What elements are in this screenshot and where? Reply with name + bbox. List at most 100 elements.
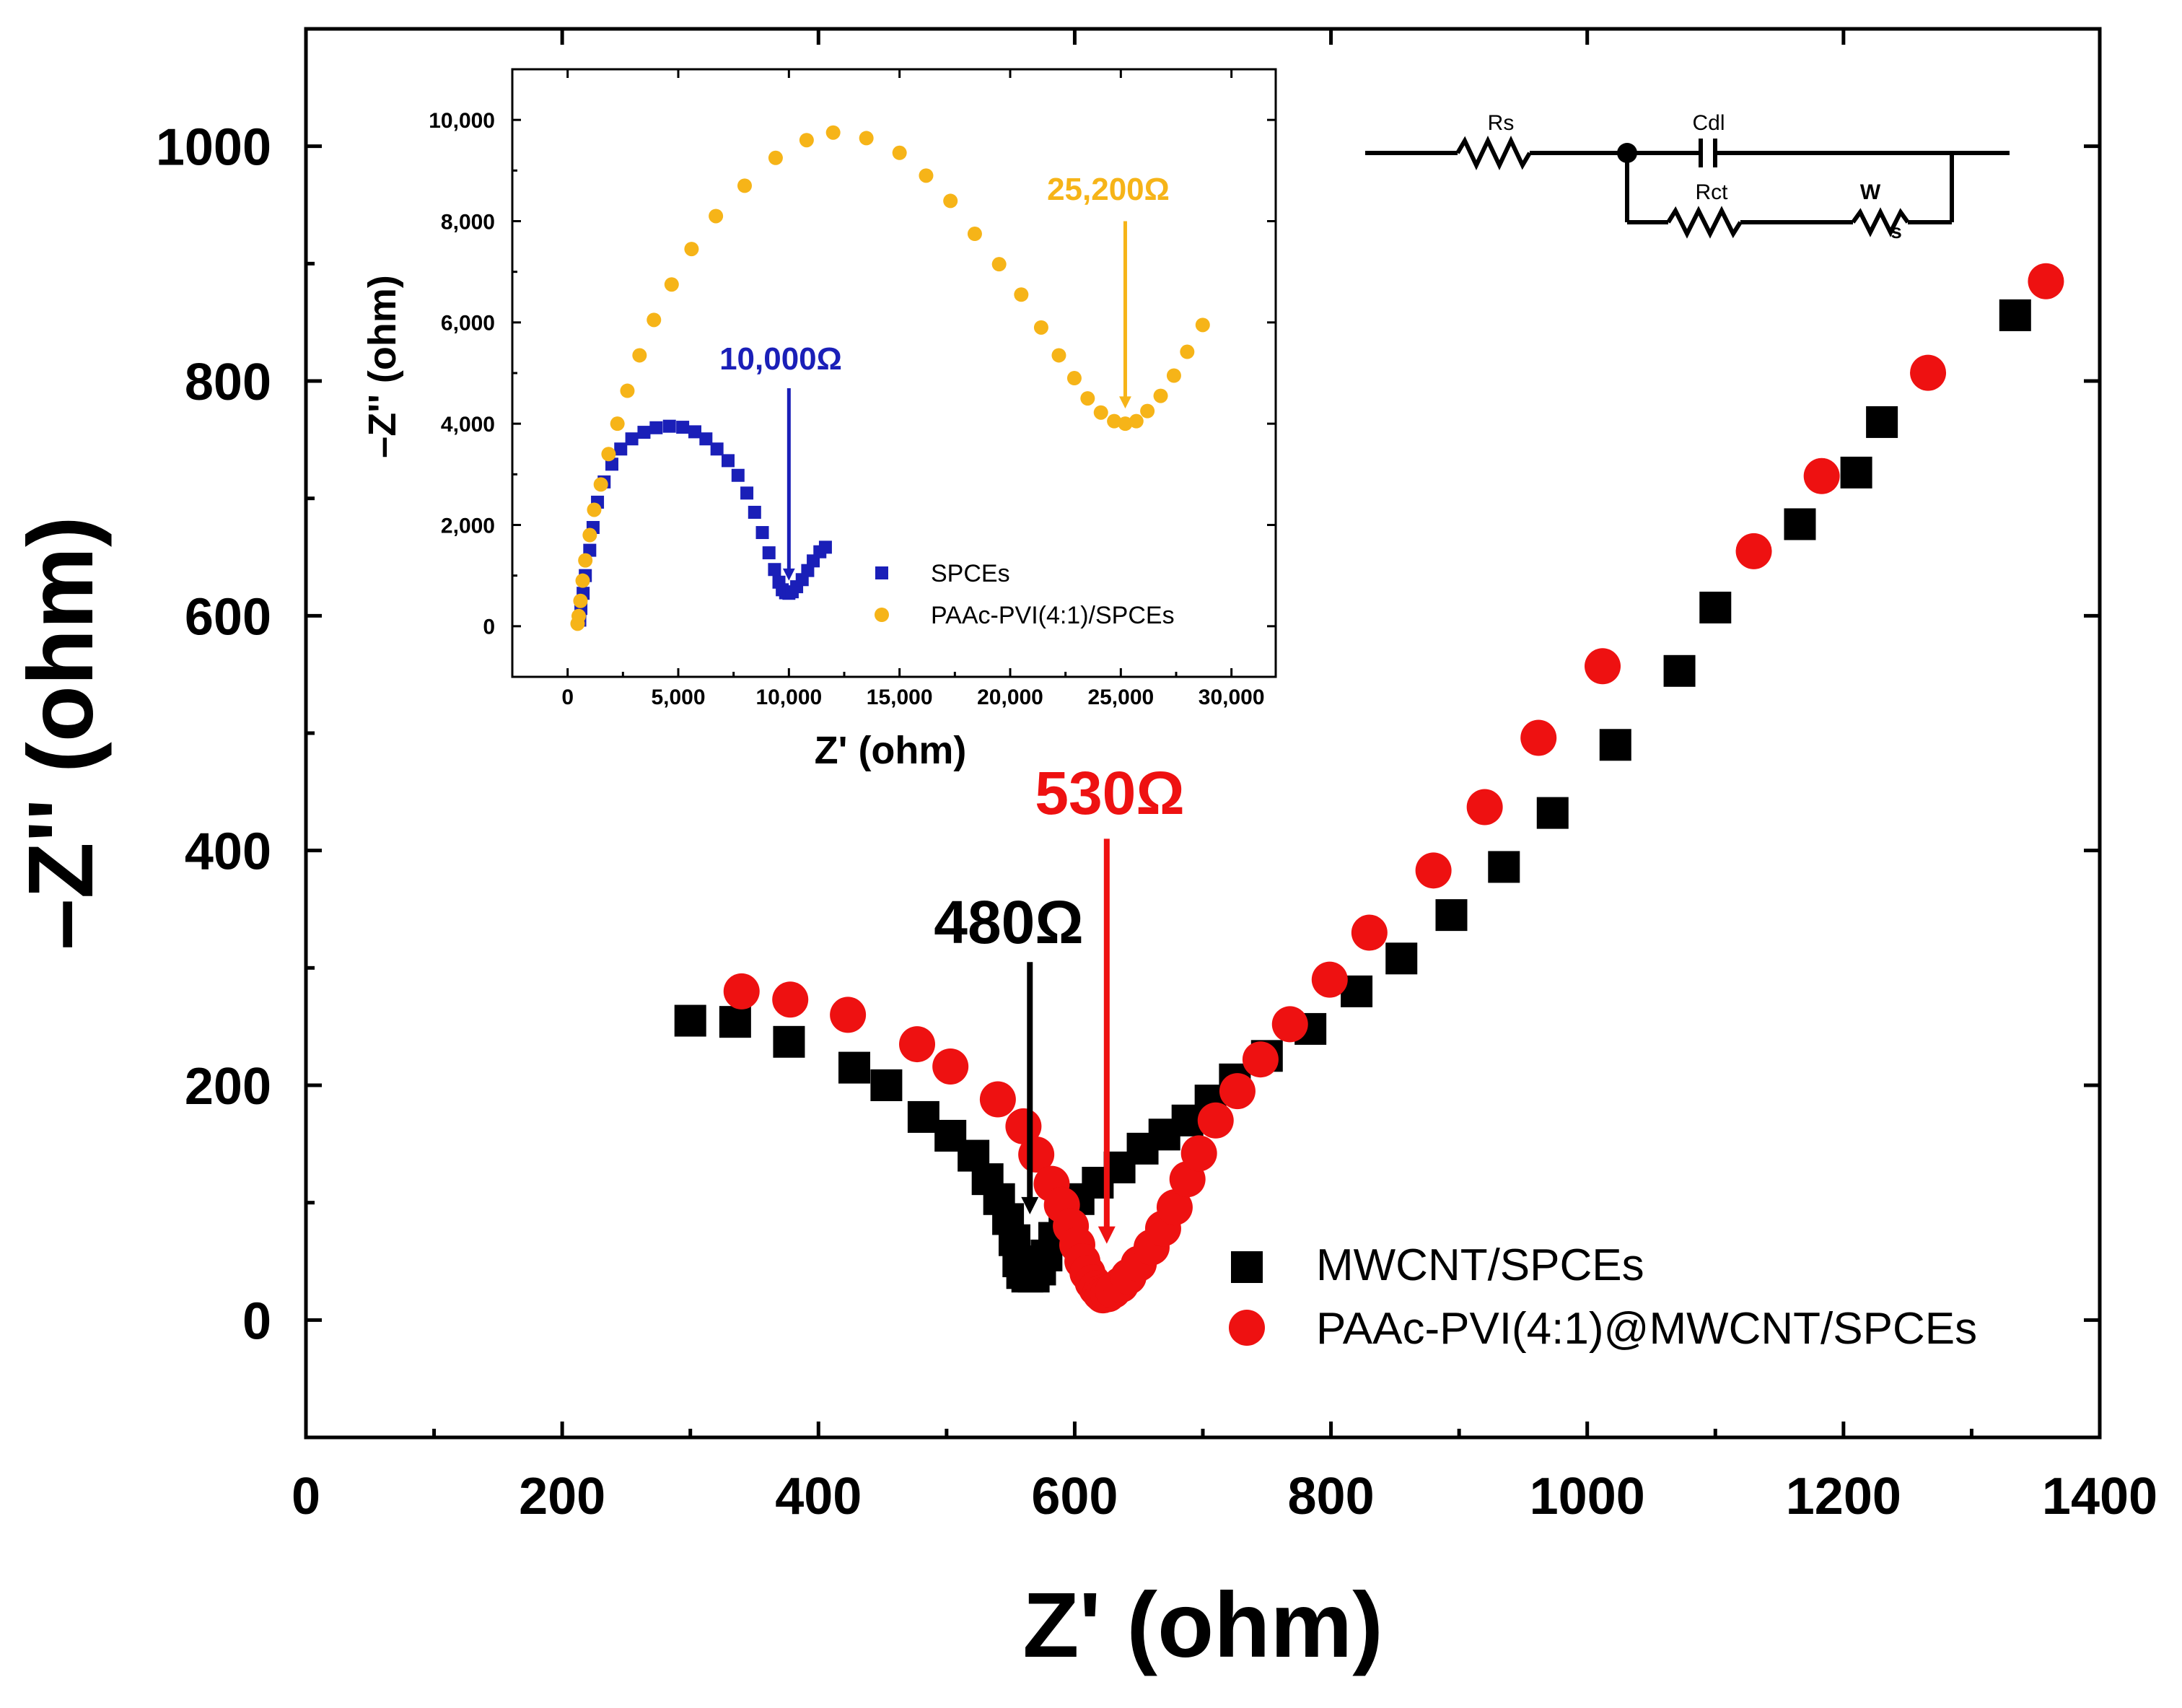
main-point-circle bbox=[1803, 457, 1840, 494]
annotation-10000: 10,000Ω bbox=[719, 341, 842, 377]
main-point-square bbox=[838, 1051, 871, 1084]
inset-point-circle bbox=[610, 416, 625, 432]
main-point-circle bbox=[1271, 1006, 1308, 1043]
main-point-circle bbox=[1520, 719, 1557, 756]
inset-point-circle bbox=[892, 145, 907, 160]
main-x-tick-label: 400 bbox=[775, 1468, 862, 1525]
inset-point-square bbox=[614, 442, 628, 456]
main-point-circle bbox=[1585, 648, 1621, 685]
main-point-square bbox=[870, 1069, 903, 1101]
legend-marker-paac bbox=[1229, 1310, 1265, 1346]
inset-point-circle bbox=[1195, 317, 1210, 333]
inset-point-circle bbox=[578, 553, 593, 568]
inset-point-circle bbox=[1093, 405, 1108, 420]
inset-point-circle bbox=[593, 477, 608, 492]
main-x-tick-label: 800 bbox=[1288, 1468, 1375, 1525]
inset-point-circle bbox=[684, 242, 699, 257]
main-x-tick-label: 600 bbox=[1031, 1468, 1118, 1525]
main-point-circle bbox=[1735, 533, 1772, 569]
inset-point-square bbox=[762, 546, 776, 560]
main-point-square bbox=[773, 1025, 805, 1058]
legend-marker-spces bbox=[875, 566, 888, 579]
main-point-circle bbox=[1197, 1102, 1234, 1139]
main-point-square bbox=[1536, 797, 1569, 829]
inset-point-circle bbox=[799, 133, 814, 148]
inset-plot-frame bbox=[511, 68, 1277, 678]
main-point-circle bbox=[1910, 354, 1947, 391]
inset-series-paac bbox=[570, 125, 1210, 631]
main-x-tick-label: 1200 bbox=[1786, 1468, 1901, 1525]
main-point-square bbox=[1488, 851, 1520, 883]
main-plot: 0 200 400 600 800 1000 1200 1400 0 200 400 600 800 10… bbox=[9, 27, 2157, 1677]
inset-point-circle bbox=[573, 593, 588, 608]
inset-annotation-arrow-head bbox=[782, 568, 795, 581]
main-y-tick-label: 600 bbox=[185, 588, 271, 646]
inset-point-square bbox=[722, 454, 735, 468]
legend-label-paac-inset: PAAc-PVI(4:1)/SPCEs bbox=[931, 602, 1175, 629]
inset-x-axis-title: Z' (ohm) bbox=[815, 729, 967, 772]
circuit-label-s: s bbox=[1890, 220, 1902, 242]
inset-y-tick-label: 2,000 bbox=[441, 514, 495, 538]
inset-point-circle bbox=[647, 312, 662, 328]
inset-y-tick-label: 8,000 bbox=[441, 210, 495, 234]
main-point-circle bbox=[979, 1081, 1016, 1118]
inset-point-circle bbox=[1107, 413, 1122, 429]
main-point-circle bbox=[723, 973, 760, 1010]
inset-point-circle bbox=[575, 573, 590, 588]
legend-label-spces: SPCEs bbox=[931, 560, 1010, 587]
circuit-label-rct: Rct bbox=[1696, 180, 1729, 204]
inset-point-square bbox=[818, 540, 832, 554]
inset-x-tick-label: 25,000 bbox=[1087, 686, 1154, 709]
inset-point-square bbox=[662, 419, 676, 433]
main-point-square bbox=[1663, 654, 1696, 687]
inset-point-circle bbox=[859, 131, 874, 146]
main-point-square bbox=[1599, 729, 1631, 761]
main-x-tick-label: 1000 bbox=[1530, 1468, 1645, 1525]
inset-point-square bbox=[699, 432, 713, 446]
main-point-circle bbox=[2028, 263, 2064, 299]
legend-marker-mwcnt bbox=[1231, 1251, 1263, 1283]
inset-point-square bbox=[710, 442, 724, 456]
circuit-label-w: W bbox=[1860, 180, 1881, 204]
main-point-circle bbox=[1242, 1041, 1279, 1078]
inset-point-square bbox=[768, 563, 781, 577]
inset-annotation-arrow-head bbox=[1119, 396, 1131, 409]
main-point-square bbox=[1784, 508, 1816, 540]
main-annotation-arrow-head bbox=[1097, 1226, 1116, 1244]
inset-point-circle bbox=[620, 383, 635, 398]
main-point-circle bbox=[932, 1048, 969, 1085]
inset-point-circle bbox=[825, 125, 841, 140]
circuit-label-cdl: Cdl bbox=[1692, 111, 1725, 135]
inset-x-tick-label: 0 bbox=[561, 686, 574, 709]
main-arrows bbox=[1021, 838, 1116, 1244]
inset-point-circle bbox=[737, 178, 752, 193]
main-annotation-arrow-head bbox=[1021, 1196, 1039, 1214]
inset-legend: SPCEs PAAc-PVI(4:1)/SPCEs bbox=[875, 560, 1175, 629]
inset-point-circle bbox=[768, 150, 783, 165]
inset-point-circle bbox=[709, 209, 724, 224]
inset-tick-labels: 0 5,000 10,000 15,000 20,000 25,000 30,000 0 2,0… bbox=[429, 109, 1264, 709]
main-y-tick-label: 400 bbox=[185, 823, 271, 881]
main-point-circle bbox=[1156, 1189, 1193, 1226]
inset-point-square bbox=[676, 421, 690, 434]
main-point-square bbox=[1866, 406, 1898, 438]
inset-point-circle bbox=[967, 227, 982, 242]
inset-point-circle bbox=[1014, 287, 1029, 302]
inset-point-circle bbox=[1129, 413, 1144, 429]
warburg-w-icon bbox=[1851, 207, 1910, 237]
main-x-axis-title: Z' (ohm) bbox=[1022, 1574, 1383, 1677]
resistor-rct-icon bbox=[1666, 206, 1743, 239]
inset-point-circle bbox=[582, 527, 597, 543]
inset-point-circle bbox=[991, 257, 1007, 272]
equivalent-circuit bbox=[1365, 135, 2010, 239]
inset-point-square bbox=[755, 526, 769, 540]
inset-point-square bbox=[625, 432, 639, 446]
inset-y-tick-label: 6,000 bbox=[441, 312, 495, 336]
legend-marker-paac-inset bbox=[875, 608, 889, 622]
inset-y-tick-label: 0 bbox=[483, 616, 495, 639]
inset-point-circle bbox=[1118, 416, 1133, 432]
inset-point-circle bbox=[632, 348, 647, 363]
main-point-circle bbox=[1466, 789, 1503, 825]
annotation-530: 530Ω bbox=[1035, 759, 1185, 827]
